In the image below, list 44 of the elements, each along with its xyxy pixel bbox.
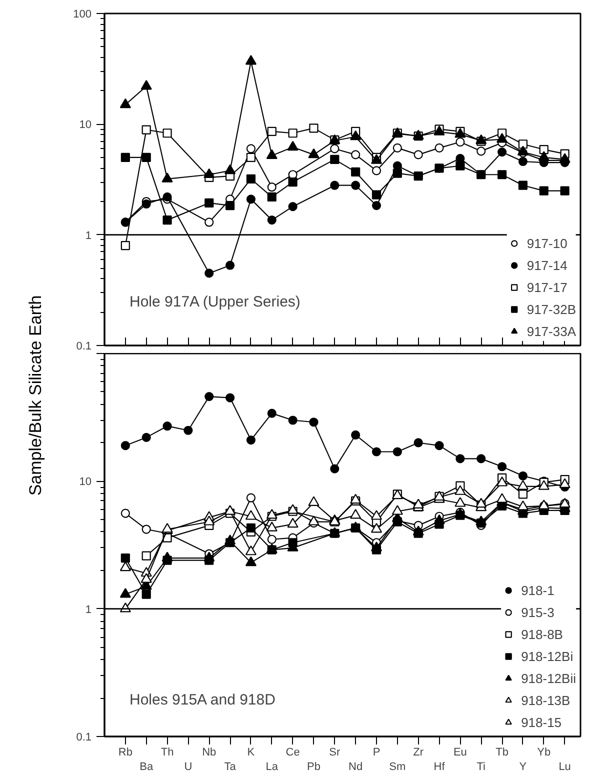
annotation: Holes 915A and 918D: [130, 692, 276, 708]
x-tick-label: Ti: [476, 760, 486, 773]
x-tick-label: Zr: [413, 746, 424, 758]
y-axis-title: Sample/Bulk Silicate Earth: [26, 295, 46, 496]
x-tick-label: Y: [519, 760, 528, 773]
x-tick-label: Nd: [348, 760, 363, 773]
legend-label: 917-32B: [526, 302, 576, 316]
y-tick-label: 10: [79, 119, 92, 132]
legend-label: 917-33A: [526, 324, 576, 338]
x-tick-label: Sm: [389, 760, 406, 773]
legend-label: 918-15: [521, 714, 562, 730]
x-tick-label: Sr: [329, 746, 340, 758]
y-tick-label: 1: [85, 230, 92, 242]
x-tick-label: Ce: [286, 746, 300, 758]
legend-label: 917-17: [526, 280, 568, 294]
x-tick-label: Eu: [453, 746, 467, 758]
x-tick-label: Nb: [202, 746, 216, 758]
legend-label: 918-13B: [521, 692, 570, 708]
legend-label: 917-10: [526, 236, 568, 250]
x-tick-label: Hf: [434, 760, 446, 773]
x-tick-label: U: [184, 760, 192, 773]
x-tick-label: Tb: [496, 746, 508, 758]
legend-label: 918-8B: [521, 626, 563, 642]
x-tick-label: K: [247, 746, 256, 758]
x-tick-label: Lu: [558, 760, 571, 773]
x-tick-label: Pb: [307, 760, 320, 773]
x-tick-label: Ta: [224, 760, 237, 773]
legend-label: 918-12Bii: [521, 670, 576, 686]
legend-label: 918-1: [521, 582, 554, 598]
y-tick-label: 0.1: [76, 340, 92, 352]
x-tick-label: Ba: [140, 760, 154, 773]
x-tick-label: Rb: [118, 746, 132, 758]
x-tick-label: La: [266, 760, 279, 773]
y-tick-label: 0.1: [76, 732, 92, 744]
x-tick-label: P: [372, 746, 380, 758]
y-tick-label: 100: [73, 8, 92, 20]
legend-label: 918-12Bi: [521, 648, 574, 664]
legend-label: 917-14: [526, 258, 568, 272]
y-tick-label: 1: [85, 604, 92, 616]
x-tick-label: Yb: [537, 746, 551, 758]
legend-label: 915-3: [521, 604, 554, 620]
annotation: Hole 917A (Upper Series): [130, 294, 300, 310]
x-tick-label: Th: [160, 746, 174, 758]
y-tick-label: 10: [79, 476, 92, 488]
